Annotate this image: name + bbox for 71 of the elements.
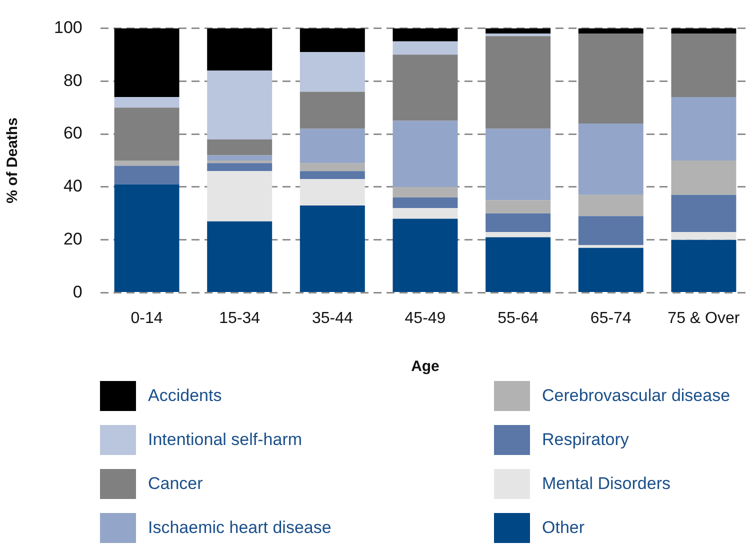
x-tick-label: 45-49 [404, 310, 446, 327]
y-tick-label: 80 [63, 70, 82, 90]
legend-label: Cerebrovascular disease [542, 386, 730, 406]
bar [392, 198, 458, 208]
x-tick-label: 65-74 [590, 310, 632, 327]
bar [300, 163, 365, 172]
bar [207, 171, 272, 222]
y-tick-label: 40 [63, 176, 82, 196]
legend-label: Mental Disorders [542, 474, 670, 494]
bar [578, 28, 644, 34]
legend-label: Intentional self-harm [148, 430, 302, 450]
bar [486, 232, 551, 238]
bar [486, 213, 551, 232]
y-tick-label: 20 [63, 230, 82, 249]
bar [671, 194, 736, 232]
bar [207, 28, 272, 71]
x-tick-label: 35-44 [312, 310, 353, 327]
bar [114, 96, 180, 108]
bar [671, 240, 736, 292]
legend-label: Accidents [148, 386, 222, 406]
bar [578, 245, 644, 248]
legend-label: Respiratory [542, 430, 629, 450]
bar [486, 33, 551, 36]
bar [671, 160, 736, 195]
bar [207, 221, 272, 292]
y-tick-label: 100 [54, 18, 82, 37]
x-tick-label: 15-34 [219, 310, 260, 327]
legend-label: Ischaemic heart disease [148, 518, 332, 538]
bar [486, 128, 551, 200]
bar [114, 28, 180, 97]
bar [578, 123, 644, 195]
bar [392, 186, 458, 198]
bar [114, 184, 180, 292]
legend-label: Cancer [148, 474, 203, 494]
bar [300, 171, 365, 180]
x-tick-label: 55-64 [498, 310, 539, 327]
bar [207, 155, 272, 160]
bar [392, 218, 458, 292]
x-axis-title: Age [411, 358, 440, 376]
bar [300, 52, 365, 92]
bar [671, 28, 736, 34]
bar [300, 92, 365, 129]
bar [578, 194, 644, 216]
bar [207, 163, 272, 172]
bar [114, 160, 180, 166]
x-tick-label: 0-14 [130, 310, 163, 327]
bar [578, 33, 644, 124]
x-tick-label: 75 & Over [668, 310, 740, 327]
bar [207, 160, 272, 164]
bar [300, 28, 365, 52]
bar [486, 200, 551, 214]
legend-label: Other [542, 518, 585, 538]
bar [578, 248, 644, 292]
bar [300, 128, 365, 164]
y-tick-label: 0 [72, 282, 82, 302]
bar [671, 96, 736, 160]
y-axis-title: % of Deaths [4, 118, 22, 204]
bar [578, 216, 644, 246]
bar [671, 232, 736, 240]
bar [392, 120, 458, 187]
bar [486, 237, 551, 292]
bar [207, 139, 272, 156]
bar [300, 179, 365, 206]
bar [392, 208, 458, 219]
bar [486, 28, 551, 34]
bar [300, 205, 365, 292]
y-tick-label: 60 [63, 124, 82, 143]
bar [114, 166, 180, 184]
bar [207, 70, 272, 140]
bar [392, 28, 458, 42]
bar [392, 41, 458, 55]
